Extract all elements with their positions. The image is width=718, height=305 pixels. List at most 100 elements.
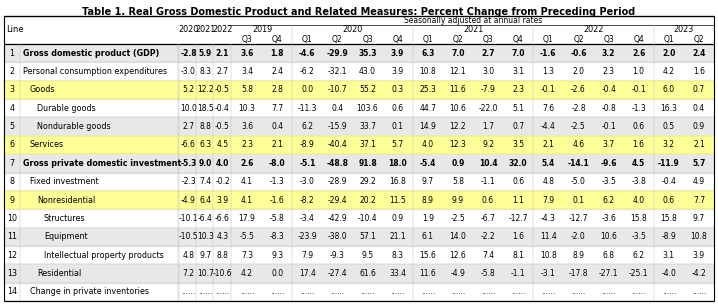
Text: ......: ...... (215, 287, 230, 296)
Text: Q4: Q4 (513, 35, 523, 44)
Text: Q3: Q3 (482, 35, 493, 44)
Text: 0.6: 0.6 (512, 177, 524, 186)
Text: ......: ...... (511, 287, 526, 296)
Text: -2.5: -2.5 (451, 214, 465, 223)
Text: ......: ...... (198, 287, 213, 296)
Text: 0.6: 0.6 (633, 122, 645, 131)
Text: -4.6: -4.6 (299, 49, 316, 58)
Bar (4, 228, 714, 246)
Text: 3: 3 (9, 85, 14, 94)
Text: 2.4: 2.4 (692, 49, 706, 58)
Text: ......: ...... (572, 287, 586, 296)
Text: 2022: 2022 (583, 26, 604, 34)
Text: -2.6: -2.6 (571, 85, 586, 94)
Text: 8.9: 8.9 (572, 251, 584, 260)
Text: 12.3: 12.3 (449, 141, 466, 149)
Text: 4.8: 4.8 (182, 251, 195, 260)
Text: -6.7: -6.7 (480, 214, 495, 223)
Text: 8.1: 8.1 (512, 251, 524, 260)
Text: -4.9: -4.9 (450, 269, 465, 278)
Text: 8.3: 8.3 (392, 251, 404, 260)
Text: 0.4: 0.4 (271, 122, 283, 131)
Text: ......: ...... (632, 287, 645, 296)
Text: 9.9: 9.9 (452, 196, 464, 205)
Text: 6.4: 6.4 (200, 196, 212, 205)
Text: -27.1: -27.1 (599, 269, 618, 278)
Text: -0.4: -0.4 (661, 177, 676, 186)
Text: -6.6: -6.6 (215, 214, 230, 223)
Text: 5.1: 5.1 (512, 104, 524, 113)
Text: 18.5: 18.5 (197, 104, 214, 113)
Text: -3.8: -3.8 (631, 177, 646, 186)
Text: -3.5: -3.5 (601, 177, 616, 186)
Text: -2.5: -2.5 (571, 122, 586, 131)
Text: Nonresidential: Nonresidential (37, 196, 95, 205)
Text: 4.8: 4.8 (542, 177, 554, 186)
Text: 15.8: 15.8 (630, 214, 647, 223)
Text: 37.1: 37.1 (359, 141, 376, 149)
Text: 1.6: 1.6 (512, 232, 524, 241)
Bar (4, 44, 714, 62)
Text: -3.5: -3.5 (631, 232, 646, 241)
Text: Q1: Q1 (543, 35, 554, 44)
Text: 2.3: 2.3 (602, 67, 615, 76)
Text: 7.7: 7.7 (693, 196, 705, 205)
Text: 5.7: 5.7 (391, 141, 404, 149)
Text: 2.7: 2.7 (182, 122, 195, 131)
Text: 11.4: 11.4 (540, 232, 556, 241)
Text: -5.3: -5.3 (180, 159, 197, 168)
Text: 16.8: 16.8 (389, 177, 406, 186)
Text: -17.8: -17.8 (569, 269, 588, 278)
Text: -3.4: -3.4 (300, 214, 314, 223)
Text: 33.4: 33.4 (389, 269, 406, 278)
Text: 10.6: 10.6 (600, 232, 617, 241)
Text: -8.2: -8.2 (300, 196, 314, 205)
Text: 0.7: 0.7 (512, 122, 524, 131)
Text: 9.7: 9.7 (421, 177, 434, 186)
Text: -8.0: -8.0 (269, 159, 286, 168)
Text: 6.8: 6.8 (602, 251, 615, 260)
Text: 9.3: 9.3 (271, 251, 283, 260)
Text: 4.6: 4.6 (572, 141, 584, 149)
Text: 16.3: 16.3 (661, 104, 677, 113)
Text: Q2: Q2 (573, 35, 584, 44)
Text: 2021: 2021 (195, 26, 215, 34)
Text: Q3: Q3 (362, 35, 373, 44)
Text: 33.7: 33.7 (359, 122, 376, 131)
Text: 7.9: 7.9 (302, 251, 313, 260)
Text: 6.2: 6.2 (633, 251, 645, 260)
Text: 6.2: 6.2 (602, 196, 615, 205)
Text: -2.3: -2.3 (181, 177, 196, 186)
Text: 44.7: 44.7 (419, 104, 437, 113)
Text: 2.6: 2.6 (241, 159, 253, 168)
Text: -8.3: -8.3 (270, 232, 284, 241)
Text: 10.8: 10.8 (540, 251, 556, 260)
Text: -0.4: -0.4 (215, 104, 230, 113)
Text: 9.2: 9.2 (482, 141, 494, 149)
Text: 0.3: 0.3 (391, 85, 404, 94)
Text: 3.9: 3.9 (391, 49, 404, 58)
Text: 10: 10 (7, 214, 17, 223)
Text: 43.0: 43.0 (359, 67, 376, 76)
Text: -1.3: -1.3 (631, 104, 646, 113)
Text: -0.1: -0.1 (601, 122, 616, 131)
Text: 10.7: 10.7 (197, 269, 214, 278)
Text: -29.4: -29.4 (327, 196, 348, 205)
Text: -2.8: -2.8 (180, 49, 197, 58)
Text: -0.1: -0.1 (631, 85, 646, 94)
Text: -2.0: -2.0 (571, 232, 586, 241)
Text: 25.3: 25.3 (419, 85, 437, 94)
Text: 1.6: 1.6 (633, 141, 645, 149)
Text: Gross private domestic investment: Gross private domestic investment (23, 159, 181, 168)
Text: 10.3: 10.3 (197, 232, 214, 241)
Text: Q1: Q1 (302, 35, 312, 44)
Text: 4.2: 4.2 (241, 269, 253, 278)
Text: 6.3: 6.3 (421, 49, 434, 58)
Text: 5.9: 5.9 (199, 49, 212, 58)
Text: 9.7: 9.7 (693, 214, 705, 223)
Text: 10.8: 10.8 (419, 67, 437, 76)
Text: -10.6: -10.6 (213, 269, 233, 278)
Text: -5.1: -5.1 (299, 159, 315, 168)
Text: 2.3: 2.3 (512, 85, 524, 94)
Text: -4.3: -4.3 (541, 214, 556, 223)
